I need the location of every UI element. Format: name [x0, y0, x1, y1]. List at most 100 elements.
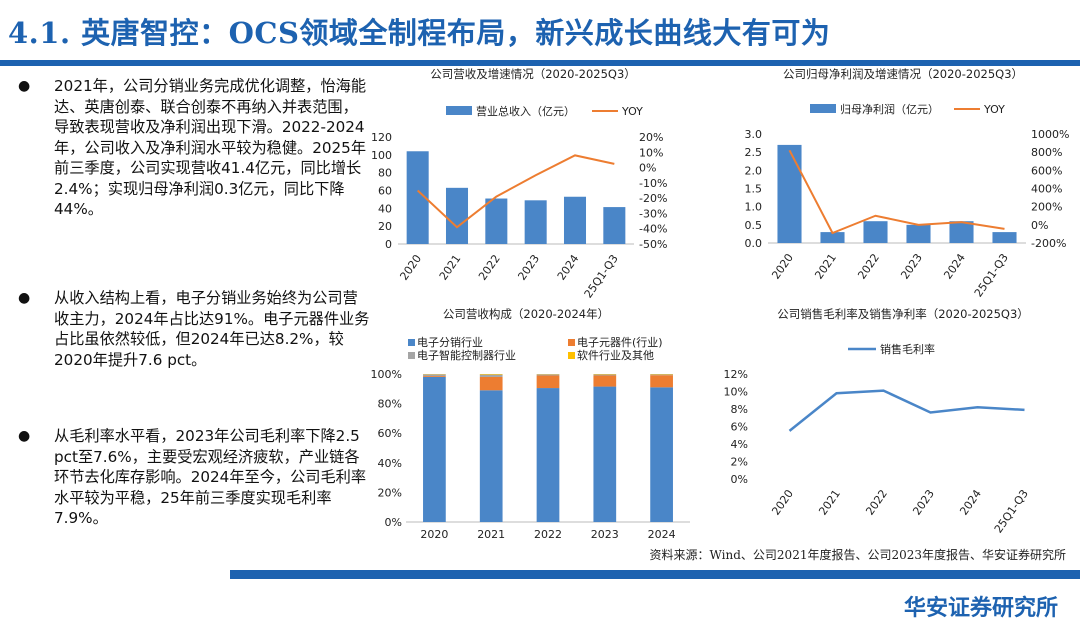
y2-tick-label: -20% — [639, 192, 667, 205]
legend-label: 销售毛利率 — [880, 342, 935, 356]
bar — [563, 196, 587, 244]
stacked-bar-segment — [593, 386, 617, 522]
y-tick-label: 80 — [378, 167, 392, 180]
stacked-bar-segment — [650, 374, 673, 376]
bar — [406, 151, 429, 244]
x-tick-label: 2022 — [863, 487, 890, 517]
bullet-dot-icon: ● — [18, 428, 31, 444]
y2-tick-label: -10% — [639, 177, 667, 190]
bullet-text: 从收入结构上看，电子分销业务始终为公司营收主力，2024年占比达91%。电子元器… — [54, 289, 370, 369]
y2-tick-label: 0% — [1031, 219, 1048, 232]
y-tick-label: 2% — [731, 456, 748, 469]
bullet-dot-icon: ● — [18, 78, 31, 94]
stacked-bar-segment — [423, 374, 446, 377]
legend-label: YOY — [621, 105, 643, 118]
x-tick-label: 2023 — [898, 251, 925, 281]
y2-tick-label: 600% — [1031, 164, 1062, 177]
bar — [445, 187, 469, 244]
y2-tick-label: -30% — [639, 207, 667, 220]
y-tick-label: 10% — [724, 386, 748, 399]
x-tick-label: 2022 — [476, 252, 503, 282]
y-tick-label: 0% — [731, 473, 748, 486]
stacked-bar-segment — [479, 376, 503, 391]
y2-tick-label: 800% — [1031, 146, 1062, 159]
net-profit-chart: 公司归母净利润及增速情况（2020-2025Q3） 归母净利润（亿元） YOY 0.0… — [718, 64, 1078, 299]
bar — [777, 144, 802, 243]
legend-label: 归母净利润（亿元） — [840, 102, 939, 116]
y-tick-label: 1.5 — [745, 183, 763, 196]
y2-tick-label: 1000% — [1031, 128, 1069, 141]
x-tick-label: 2020 — [769, 251, 796, 281]
legend-label: 电子智能控制器行业 — [417, 348, 516, 362]
y2-tick-label: 10% — [639, 146, 663, 159]
bar — [906, 224, 931, 243]
legend-swatch-bar — [446, 106, 472, 115]
x-tick-label: 2024 — [941, 251, 968, 281]
bar — [992, 232, 1017, 243]
y-tick-label: 40% — [378, 457, 402, 470]
legend-swatch — [568, 339, 575, 346]
stacked-bar-segment — [423, 376, 446, 522]
legend-swatch — [568, 352, 575, 359]
x-tick-label: 2020 — [397, 252, 424, 282]
page-title: 4.1. 英唐智控：OCS领域全制程布局，新兴成长曲线大有可为 — [8, 16, 831, 50]
x-tick-label: 2024 — [555, 252, 582, 282]
stacked-bar-segment — [423, 376, 446, 377]
x-tick-label: 2024 — [648, 528, 676, 541]
x-tick-label: 2023 — [515, 252, 542, 282]
x-tick-label: 2024 — [957, 487, 984, 517]
y-tick-label: 0% — [385, 516, 402, 529]
x-tick-label: 2021 — [812, 251, 839, 281]
stacked-bar-segment — [479, 374, 503, 375]
yoy-line — [788, 149, 1005, 235]
x-tick-label: 2022 — [534, 528, 562, 541]
y2-tick-label: -40% — [639, 223, 667, 236]
gross-margin-chart: 公司销售毛利率及销售净利率（2020-2025Q3） 销售毛利率 0% 2% 4% 6% 8… — [718, 304, 1078, 536]
bar — [820, 232, 845, 243]
x-tick-label: 25Q1-Q3 — [992, 487, 1031, 535]
stacked-bar-segment — [650, 375, 673, 388]
y-tick-label: 4% — [731, 438, 748, 451]
x-tick-label: 2021 — [477, 528, 505, 541]
bullet-text: 从毛利率水平看，2023年公司毛利率下降2.5 pct至7.6%，主要受宏观经济… — [54, 427, 367, 527]
chart-title: 公司销售毛利率及销售净利率（2020-2025Q3） — [777, 307, 1029, 321]
y-tick-label: 60 — [378, 185, 392, 198]
yoy-line — [416, 154, 615, 229]
y-tick-label: 80% — [378, 398, 402, 411]
stacked-bar-segment — [593, 374, 617, 376]
y-tick-label: 2.5 — [745, 146, 763, 159]
y-tick-label: 20 — [378, 220, 392, 233]
y2-tick-label: 200% — [1031, 201, 1062, 214]
chart-title: 公司营收及增速情况（2020-2025Q3） — [430, 67, 636, 81]
x-tick-label: 2023 — [591, 528, 619, 541]
y-tick-label: 60% — [378, 427, 402, 440]
bar — [524, 200, 547, 244]
y-tick-label: 0.5 — [745, 219, 763, 232]
y-tick-label: 12% — [724, 368, 748, 381]
bar — [603, 207, 626, 244]
legend-label: YOY — [983, 103, 1005, 116]
stacked-bar-segment — [536, 374, 560, 376]
source-note: 资料来源：Wind、公司2021年度报告、公司2023年度报告、华安证券研究所 — [649, 548, 1066, 562]
y2-tick-label: 0% — [639, 162, 656, 175]
y-tick-label: 6% — [731, 421, 748, 434]
stacked-bar-segment — [593, 375, 617, 387]
legend-label: 电子元器件(行业) — [577, 336, 663, 349]
revenue-structure-chart: 公司营收构成（2020-2024年） 电子分销行业 电子元器件(行业) 电子智能控制器… — [368, 304, 698, 542]
x-tick-label: 25Q1-Q3 — [582, 252, 621, 300]
legend-label: 软件行业及其他 — [577, 348, 654, 362]
y-tick-label: 1.0 — [745, 201, 763, 214]
y-tick-label: 3.0 — [745, 128, 763, 141]
stacked-bar-segment — [479, 390, 503, 522]
y-tick-label: 120 — [371, 131, 392, 144]
y-tick-label: 40 — [378, 202, 392, 215]
x-tick-label: 2023 — [910, 487, 937, 517]
revenue-chart: 公司营收及增速情况（2020-2025Q3） 营业总收入（亿元） YOY 0 20 40 6… — [368, 64, 702, 300]
y-tick-label: 100% — [371, 368, 402, 381]
stacked-bar-segment — [536, 388, 560, 522]
y2-tick-label: -50% — [639, 238, 667, 251]
x-tick-label: 2021 — [437, 252, 464, 282]
stacked-bar-segment — [650, 387, 673, 522]
bar — [949, 221, 974, 243]
bar — [863, 221, 888, 243]
